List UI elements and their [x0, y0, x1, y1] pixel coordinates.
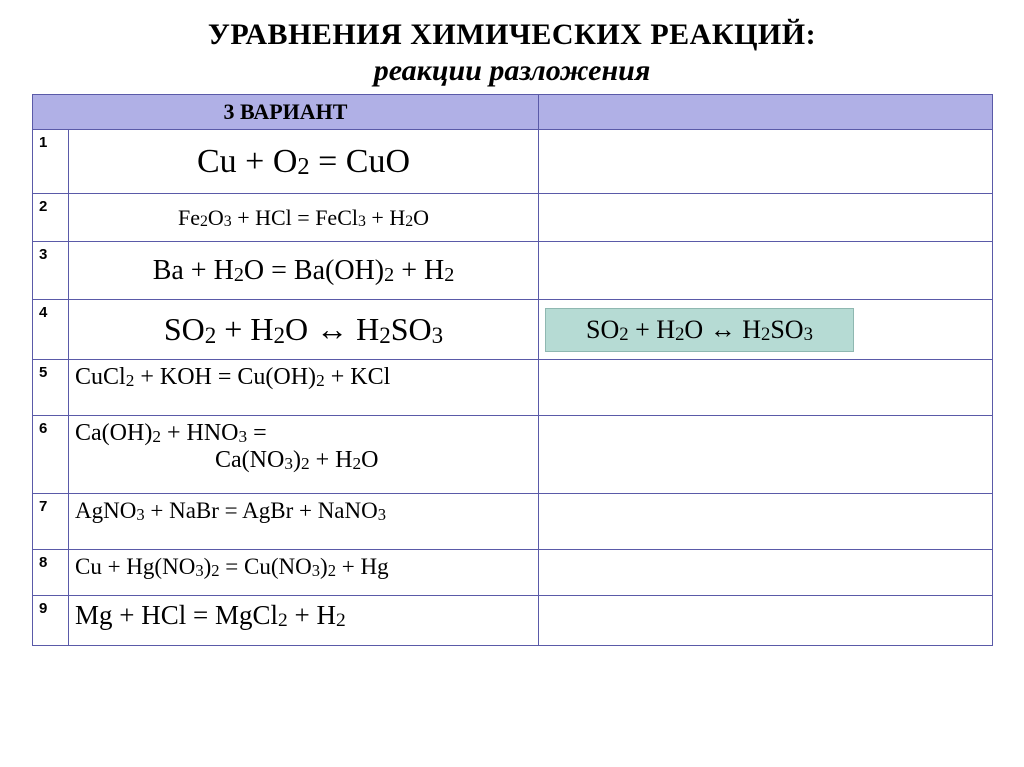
reaction-formula: CuCl2 + KOH = Cu(OH)2 + KCl [69, 360, 539, 416]
row-number: 9 [33, 596, 69, 646]
row-number: 4 [33, 300, 69, 360]
page-title-line1: УРАВНЕНИЯ ХИМИЧЕСКИХ РЕАКЦИЙ: [0, 18, 1024, 52]
row-number: 5 [33, 360, 69, 416]
header-empty [539, 95, 993, 130]
reaction-formula: AgNO3 + NaBr = AgBr + NaNO3 [69, 494, 539, 550]
reaction-answer [539, 242, 993, 300]
reaction-answer [539, 596, 993, 646]
page-title-line2: реакции разложения [0, 54, 1024, 88]
row-number: 7 [33, 494, 69, 550]
reaction-formula: Cu + Hg(NO3)2 = Cu(NO3)2 + Hg [69, 550, 539, 596]
reaction-formula: Mg + HCl = MgCl2 + H2 [69, 596, 539, 646]
reaction-answer [539, 194, 993, 242]
reaction-formula: Ca(OH)2 + HNO3 =Ca(NO3)2 + H2O [69, 416, 539, 494]
table-row: 5CuCl2 + KOH = Cu(OH)2 + KCl [33, 360, 993, 416]
row-number: 2 [33, 194, 69, 242]
table-row: 4SO2 + H2O ↔ H2SO3SO2 + H2O ↔ H2SO3 [33, 300, 993, 360]
row-number: 6 [33, 416, 69, 494]
header-variant: 3 ВАРИАНТ [33, 95, 539, 130]
reaction-answer [539, 550, 993, 596]
row-number: 8 [33, 550, 69, 596]
table-row: 6Ca(OH)2 + HNO3 =Ca(NO3)2 + H2O [33, 416, 993, 494]
reaction-answer [539, 494, 993, 550]
table-row: 2Fe2O3 + HCl = FeCl3 + H2O [33, 194, 993, 242]
row-number: 3 [33, 242, 69, 300]
reaction-answer: SO2 + H2O ↔ H2SO3 [539, 300, 993, 360]
reaction-answer [539, 416, 993, 494]
reaction-formula: Ba + H2O = Ba(OH)2 + H2 [69, 242, 539, 300]
reaction-formula: SO2 + H2O ↔ H2SO3 [69, 300, 539, 360]
reaction-formula: Fe2O3 + HCl = FeCl3 + H2O [69, 194, 539, 242]
reaction-answer [539, 130, 993, 194]
row-number: 1 [33, 130, 69, 194]
reaction-answer [539, 360, 993, 416]
table-row: 7AgNO3 + NaBr = AgBr + NaNO3 [33, 494, 993, 550]
page: УРАВНЕНИЯ ХИМИЧЕСКИХ РЕАКЦИЙ: реакции ра… [0, 0, 1024, 646]
table-row: 3Ba + H2O = Ba(OH)2 + H2 [33, 242, 993, 300]
reactions-table: 3 ВАРИАНТ 1Cu + O2 = CuO2Fe2O3 + HCl = F… [32, 94, 993, 646]
table-row: 8Cu + Hg(NO3)2 = Cu(NO3)2 + Hg [33, 550, 993, 596]
table-row: 1Cu + O2 = CuO [33, 130, 993, 194]
reaction-formula: Cu + O2 = CuO [69, 130, 539, 194]
table-header-row: 3 ВАРИАНТ [33, 95, 993, 130]
table-row: 9Mg + HCl = MgCl2 + H2 [33, 596, 993, 646]
